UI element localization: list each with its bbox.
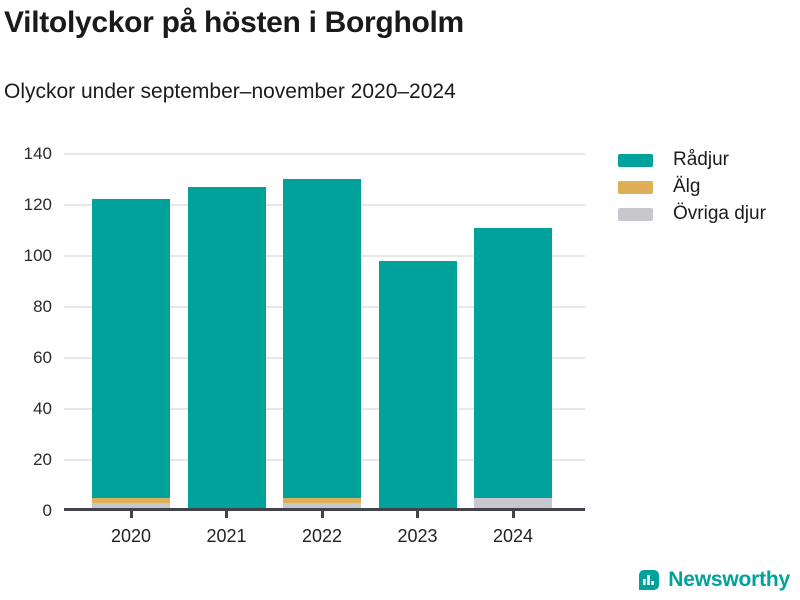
y-axis-label-60: 60 (33, 347, 52, 367)
x-axis-line (64, 507, 585, 511)
bar-segment-radjur-2024 (474, 227, 552, 499)
bar-segment-radjur-2021 (187, 186, 266, 511)
x-tick-2023 (416, 511, 419, 518)
chart-title: Viltolyckor på hösten i Borgholm (4, 6, 464, 39)
bar-segment-radjur-2022 (283, 179, 361, 499)
y-axis-label-140: 140 (23, 143, 52, 163)
legend-label-radjur: Rådjur (673, 149, 729, 170)
x-axis-label-2022: 2022 (301, 526, 343, 546)
x-axis-label-2023: 2023 (397, 526, 438, 546)
y-axis-label-100: 100 (23, 245, 52, 265)
legend-item-radjur: Rådjur (618, 149, 766, 170)
bar-segment-ovriga-djur-2020 (92, 503, 170, 511)
bar-segment-radjur-2020 (92, 199, 170, 499)
x-tick-2022 (320, 511, 324, 518)
y-axis-label-20: 20 (33, 449, 52, 469)
newsworthy-logo-icon (639, 570, 660, 590)
legend-swatch-radjur (618, 153, 653, 167)
x-tick-2020 (129, 511, 133, 518)
y-axis-label-40: 40 (33, 398, 52, 418)
newsworthy-brand: Newsworthy (637, 568, 790, 592)
y-axis-label-0: 0 (42, 501, 52, 520)
bar-segment-alg-2022 (283, 498, 361, 504)
legend: Rådjur Älg Övriga djur (618, 149, 766, 231)
x-tick-2024 (511, 511, 515, 518)
x-axis-label-2024: 2024 (492, 526, 534, 546)
legend-swatch-alg (618, 180, 653, 194)
brand-name: Newsworthy (668, 568, 790, 591)
gridline-140 (64, 152, 585, 155)
x-tick-2021 (225, 511, 228, 518)
chart-subtitle: Olyckor under september–november 2020–20… (4, 80, 456, 103)
legend-item-ovriga-djur: Övriga djur (618, 203, 766, 224)
x-axis-label-2021: 2021 (206, 526, 247, 546)
bar-segment-ovriga-djur-2022 (283, 503, 361, 511)
legend-item-alg: Älg (618, 176, 766, 197)
y-axis-label-120: 120 (23, 194, 52, 214)
bar-segment-radjur-2023 (378, 260, 457, 511)
y-axis-label-80: 80 (33, 296, 52, 316)
legend-swatch-ovriga-djur (618, 207, 653, 221)
legend-label-alg: Älg (673, 176, 701, 197)
x-axis-label-2020: 2020 (110, 526, 152, 546)
bar-segment-alg-2020 (92, 498, 170, 504)
legend-label-ovriga-djur: Övriga djur (673, 203, 766, 224)
